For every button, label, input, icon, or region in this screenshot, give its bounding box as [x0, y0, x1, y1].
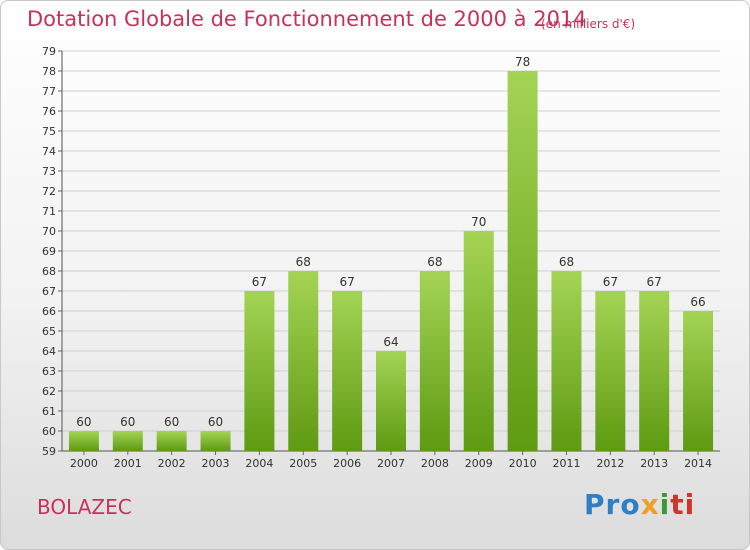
logo-part-1: Pro [584, 488, 641, 521]
y-tick-label: 67 [42, 285, 56, 298]
x-tick-label: 2003 [202, 457, 230, 470]
data-label: 67 [647, 275, 662, 289]
data-label: 67 [339, 275, 354, 289]
proxiti-logo[interactable]: Proxiti [584, 488, 695, 521]
data-label: 66 [690, 295, 705, 309]
y-tick-label: 66 [42, 305, 56, 318]
x-tick-label: 2006 [333, 457, 361, 470]
y-tick-label: 72 [42, 185, 56, 198]
y-tick-label: 71 [42, 205, 56, 218]
y-tick-label: 69 [42, 245, 56, 258]
logo-part-4: ti [670, 488, 696, 521]
bar [376, 351, 406, 451]
y-tick-label: 79 [42, 45, 56, 58]
y-tick-label: 70 [42, 225, 56, 238]
y-tick-label: 65 [42, 325, 56, 338]
data-label: 60 [164, 415, 179, 429]
bar [244, 291, 275, 451]
y-tick-label: 64 [42, 345, 56, 358]
y-tick-label: 62 [42, 385, 56, 398]
logo-part-2: x [640, 488, 660, 521]
bar [463, 231, 494, 451]
chart-unit: (en milliers d'€) [541, 17, 636, 31]
bar [507, 71, 538, 451]
data-label: 70 [471, 215, 486, 229]
bar [112, 431, 143, 451]
y-tick-label: 75 [42, 125, 56, 138]
data-label: 67 [252, 275, 267, 289]
y-tick-label: 76 [42, 105, 56, 118]
y-tick-label: 60 [42, 425, 56, 438]
logo-part-3: i [659, 488, 671, 521]
x-tick-label: 2002 [158, 457, 186, 470]
x-tick-label: 2011 [552, 457, 580, 470]
bar [288, 271, 319, 451]
chart-title: Dotation Globale de Fonctionnement de 20… [27, 7, 587, 31]
data-label: 68 [427, 255, 442, 269]
data-label: 68 [296, 255, 311, 269]
data-label: 67 [603, 275, 618, 289]
x-tick-label: 2007 [377, 457, 405, 470]
bar [68, 431, 99, 451]
bar [595, 291, 626, 451]
y-tick-label: 61 [42, 405, 56, 418]
data-label: 60 [76, 415, 91, 429]
x-tick-label: 2009 [465, 457, 493, 470]
y-tick-label: 68 [42, 265, 56, 278]
x-tick-label: 2005 [289, 457, 317, 470]
y-tick-label: 73 [42, 165, 56, 178]
y-tick-label: 78 [42, 65, 56, 78]
bar [200, 431, 231, 451]
bar [419, 271, 450, 451]
y-tick-label: 59 [42, 445, 56, 458]
x-tick-label: 2000 [70, 457, 98, 470]
bar [156, 431, 187, 451]
data-label: 78 [515, 55, 530, 69]
x-tick-label: 2014 [684, 457, 712, 470]
data-label: 60 [120, 415, 135, 429]
x-tick-label: 2012 [596, 457, 624, 470]
commune-name: BOLAZEC [37, 495, 132, 519]
y-tick-label: 74 [42, 145, 56, 158]
x-tick-label: 2008 [421, 457, 449, 470]
x-tick-label: 2010 [509, 457, 537, 470]
bar [639, 291, 670, 451]
x-tick-label: 2004 [245, 457, 273, 470]
data-label: 68 [559, 255, 574, 269]
data-label: 60 [208, 415, 223, 429]
y-tick-label: 77 [42, 85, 56, 98]
x-tick-label: 2001 [114, 457, 142, 470]
data-label: 64 [383, 335, 398, 349]
x-tick-label: 2013 [640, 457, 668, 470]
bar [683, 311, 714, 451]
bar [332, 291, 363, 451]
bar [551, 271, 582, 451]
y-tick-label: 63 [42, 365, 56, 378]
